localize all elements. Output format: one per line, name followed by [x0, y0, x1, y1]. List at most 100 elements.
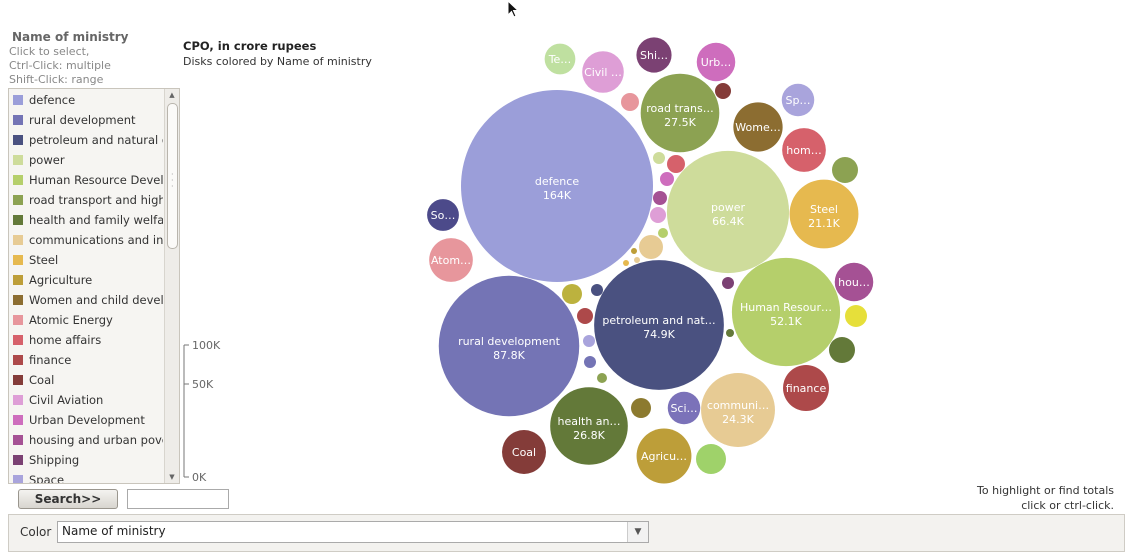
legend-item[interactable]: home affairs: [13, 330, 163, 350]
small-bubble[interactable]: [584, 356, 596, 368]
small-bubble[interactable]: [667, 155, 685, 173]
bubble-group[interactable]: Human Resour…52.1K: [731, 257, 841, 367]
bubble[interactable]: [701, 373, 775, 447]
small-bubble[interactable]: [832, 157, 858, 183]
small-bubble[interactable]: [726, 329, 734, 337]
bubble[interactable]: [636, 428, 692, 484]
legend-item[interactable]: finance: [13, 350, 163, 370]
small-bubble[interactable]: [653, 191, 667, 205]
legend-item[interactable]: Women and child development: [13, 290, 163, 310]
small-bubble[interactable]: [621, 93, 639, 111]
bubble[interactable]: [550, 387, 628, 465]
color-select[interactable]: Name of ministry ▼: [57, 521, 649, 543]
scroll-up-arrow-icon[interactable]: ▲: [169, 91, 175, 99]
small-bubble[interactable]: [577, 308, 593, 324]
bubble-group[interactable]: Coal: [502, 430, 546, 474]
bubble[interactable]: [782, 128, 826, 172]
search-button[interactable]: Search>>: [18, 489, 118, 509]
bubble-group[interactable]: So…: [427, 199, 459, 231]
small-bubble[interactable]: [829, 337, 855, 363]
legend-item[interactable]: Agriculture: [13, 270, 163, 290]
legend-item[interactable]: petroleum and natural gas: [13, 130, 163, 150]
legend-item[interactable]: road transport and highways: [13, 190, 163, 210]
bubble[interactable]: [834, 262, 874, 302]
small-bubble[interactable]: [591, 284, 603, 296]
legend-item[interactable]: Urban Development: [13, 410, 163, 430]
bubble[interactable]: [731, 257, 841, 367]
legend-item[interactable]: power: [13, 150, 163, 170]
small-bubble[interactable]: [623, 260, 629, 266]
bubble-group[interactable]: Te…: [544, 43, 576, 75]
legend-item[interactable]: defence: [13, 90, 163, 110]
bubble[interactable]: [783, 365, 829, 411]
small-bubble[interactable]: [631, 248, 637, 254]
small-bubble[interactable]: [722, 277, 734, 289]
bubble[interactable]: [640, 73, 720, 153]
bubble-group[interactable]: Wome…: [733, 102, 783, 152]
search-input[interactable]: [127, 489, 229, 509]
bubble-group[interactable]: health an…26.8K: [550, 387, 628, 465]
bubble-group[interactable]: Atom…: [429, 238, 473, 282]
legend-item[interactable]: Space: [13, 470, 163, 483]
small-bubble[interactable]: [715, 83, 731, 99]
bubble[interactable]: [544, 43, 576, 75]
legend-item[interactable]: Atomic Energy: [13, 310, 163, 330]
legend-item[interactable]: Human Resource Development: [13, 170, 163, 190]
bubble-group[interactable]: Civil …: [582, 51, 624, 93]
small-bubble[interactable]: [639, 235, 663, 259]
bubble-group[interactable]: road trans…27.5K: [640, 73, 720, 153]
bubble-group[interactable]: communi…24.3K: [701, 373, 775, 447]
bubble-group[interactable]: Sp…: [781, 83, 815, 117]
bubble-group[interactable]: hom…: [782, 128, 826, 172]
small-bubble[interactable]: [650, 207, 666, 223]
bubble-group[interactable]: finance: [783, 365, 829, 411]
bubble[interactable]: [429, 238, 473, 282]
bubble-group[interactable]: Shi…: [636, 37, 672, 73]
bubble[interactable]: [582, 51, 624, 93]
legend-item[interactable]: Civil Aviation: [13, 390, 163, 410]
bubble-group[interactable]: Urb…: [696, 42, 736, 82]
legend-item[interactable]: Steel: [13, 250, 163, 270]
small-bubble[interactable]: [653, 152, 665, 164]
legend-item[interactable]: rural development: [13, 110, 163, 130]
legend-item[interactable]: communications and information technolog…: [13, 230, 163, 250]
small-bubble[interactable]: [696, 444, 726, 474]
bubble[interactable]: [636, 37, 672, 73]
bubble[interactable]: [789, 179, 859, 249]
bubble[interactable]: [667, 391, 701, 425]
small-bubble[interactable]: [631, 398, 651, 418]
small-bubble[interactable]: [597, 373, 607, 383]
small-bubble[interactable]: [658, 228, 668, 238]
scroll-thumb[interactable]: · · ·: [167, 103, 178, 249]
bubble-group[interactable]: Agricu…: [636, 428, 692, 484]
legend-item[interactable]: Shipping: [13, 450, 163, 470]
ministry-listbox[interactable]: Space Shipping housing and urban poverty a…: [8, 88, 180, 484]
bubble[interactable]: [781, 83, 815, 117]
bubble[interactable]: [733, 102, 783, 152]
legend-item[interactable]: housing and urban poverty alleviation: [13, 430, 163, 450]
bubble[interactable]: [594, 260, 724, 390]
legend-item[interactable]: Coal: [13, 370, 163, 390]
chevron-down-icon[interactable]: ▼: [627, 522, 648, 542]
bubble[interactable]: [461, 90, 653, 282]
small-bubble[interactable]: [660, 172, 674, 186]
bubble[interactable]: [438, 275, 580, 417]
small-bubble[interactable]: [562, 284, 582, 304]
scroll-down-arrow-icon[interactable]: ▼: [169, 473, 175, 481]
bubble-group[interactable]: petroleum and nat…74.9K: [594, 260, 724, 390]
small-bubble[interactable]: [583, 335, 595, 347]
bubble[interactable]: [666, 150, 790, 274]
bubble-group[interactable]: hou…: [834, 262, 874, 302]
bubble-group[interactable]: Sci…: [667, 391, 701, 425]
bubble[interactable]: [696, 42, 736, 82]
small-bubble[interactable]: [845, 305, 867, 327]
legend-item[interactable]: health and family welfare: [13, 210, 163, 230]
bubble[interactable]: [427, 199, 459, 231]
small-bubble[interactable]: [634, 257, 640, 263]
bubble[interactable]: [502, 430, 546, 474]
